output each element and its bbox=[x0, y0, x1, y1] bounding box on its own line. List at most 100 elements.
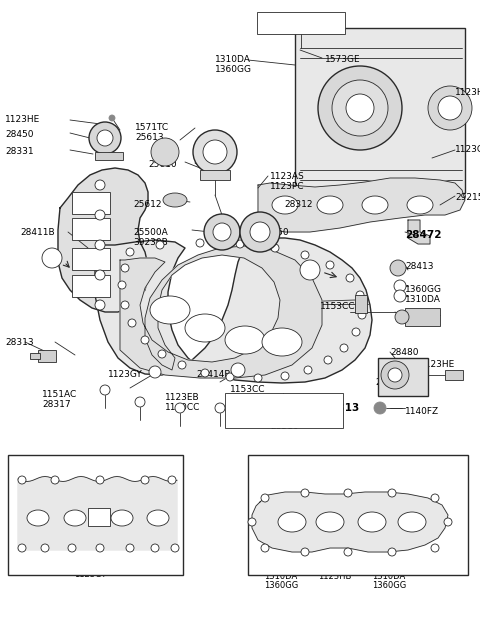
Bar bbox=[405, 308, 440, 326]
Text: 1360GG: 1360GG bbox=[372, 581, 406, 590]
Circle shape bbox=[215, 403, 225, 413]
Polygon shape bbox=[408, 220, 430, 244]
Bar bbox=[225, 393, 343, 428]
Ellipse shape bbox=[316, 512, 344, 532]
Circle shape bbox=[438, 96, 462, 120]
Circle shape bbox=[196, 239, 204, 247]
Circle shape bbox=[332, 80, 388, 136]
Bar bbox=[378, 358, 428, 396]
Bar bbox=[88, 508, 110, 526]
Circle shape bbox=[281, 372, 289, 380]
Text: 1153CC: 1153CC bbox=[320, 302, 356, 311]
Text: 94650: 94650 bbox=[260, 228, 288, 237]
Text: 1123HB: 1123HB bbox=[318, 572, 351, 581]
Circle shape bbox=[304, 366, 312, 374]
Text: 1123GY: 1123GY bbox=[74, 570, 106, 579]
Circle shape bbox=[18, 476, 26, 484]
Text: 1123GY: 1123GY bbox=[108, 370, 143, 379]
Ellipse shape bbox=[278, 512, 306, 532]
Text: 1360GG: 1360GG bbox=[264, 581, 298, 590]
Text: 28413: 28413 bbox=[405, 262, 433, 271]
Text: 39230B: 39230B bbox=[133, 238, 168, 247]
Circle shape bbox=[42, 248, 62, 268]
Ellipse shape bbox=[262, 328, 302, 356]
Circle shape bbox=[126, 248, 134, 256]
Circle shape bbox=[141, 336, 149, 344]
Circle shape bbox=[254, 374, 262, 382]
Circle shape bbox=[261, 544, 269, 552]
Circle shape bbox=[236, 240, 244, 248]
Text: 1571TC: 1571TC bbox=[135, 123, 169, 132]
Circle shape bbox=[95, 180, 105, 190]
Circle shape bbox=[324, 356, 332, 364]
Text: 25500A: 25500A bbox=[133, 228, 168, 237]
Text: 1310DA: 1310DA bbox=[22, 490, 55, 499]
Bar bbox=[355, 295, 367, 313]
Bar bbox=[295, 28, 465, 193]
Circle shape bbox=[388, 368, 402, 382]
Text: 29215: 29215 bbox=[455, 193, 480, 202]
Circle shape bbox=[388, 489, 396, 497]
Ellipse shape bbox=[64, 510, 86, 526]
Text: 1310DA: 1310DA bbox=[405, 295, 441, 304]
Circle shape bbox=[300, 260, 320, 280]
Polygon shape bbox=[252, 492, 448, 552]
Circle shape bbox=[301, 489, 309, 497]
Circle shape bbox=[226, 373, 234, 381]
Text: 1123HE: 1123HE bbox=[420, 360, 455, 369]
Text: 28312: 28312 bbox=[285, 403, 321, 413]
Polygon shape bbox=[95, 238, 372, 383]
Circle shape bbox=[97, 130, 113, 146]
Text: 1123AS: 1123AS bbox=[270, 172, 305, 181]
Ellipse shape bbox=[147, 510, 169, 526]
Circle shape bbox=[178, 361, 186, 369]
Text: 1123HE: 1123HE bbox=[5, 115, 40, 124]
Text: 1360GG: 1360GG bbox=[22, 499, 56, 508]
Circle shape bbox=[340, 344, 348, 352]
Bar bbox=[445, 370, 463, 380]
Circle shape bbox=[344, 489, 352, 497]
Ellipse shape bbox=[317, 196, 343, 214]
Circle shape bbox=[204, 214, 240, 250]
Ellipse shape bbox=[111, 510, 133, 526]
Circle shape bbox=[95, 210, 105, 220]
Ellipse shape bbox=[185, 314, 225, 342]
Text: 1310DA: 1310DA bbox=[215, 55, 251, 64]
Text: 28450: 28450 bbox=[5, 130, 34, 139]
Circle shape bbox=[374, 402, 386, 414]
Text: i: i bbox=[51, 253, 53, 263]
Circle shape bbox=[168, 476, 176, 484]
Text: 1360GG: 1360GG bbox=[145, 499, 179, 508]
Circle shape bbox=[213, 223, 231, 241]
Circle shape bbox=[346, 94, 374, 122]
Circle shape bbox=[135, 397, 145, 407]
Circle shape bbox=[156, 241, 164, 249]
Ellipse shape bbox=[407, 196, 433, 214]
Bar bbox=[72, 192, 110, 214]
Bar bbox=[38, 350, 56, 362]
Circle shape bbox=[318, 66, 402, 150]
Polygon shape bbox=[120, 246, 322, 378]
Text: 1151AC: 1151AC bbox=[230, 398, 265, 407]
Text: 28411B: 28411B bbox=[20, 228, 55, 237]
Text: 1310DA/1360GG: 1310DA/1360GG bbox=[45, 490, 115, 499]
Text: VIEW J: VIEW J bbox=[330, 467, 361, 477]
Circle shape bbox=[356, 291, 364, 299]
Circle shape bbox=[41, 544, 49, 552]
Circle shape bbox=[431, 494, 439, 502]
Bar bbox=[257, 12, 345, 34]
Ellipse shape bbox=[225, 326, 265, 354]
Circle shape bbox=[89, 122, 121, 154]
Circle shape bbox=[358, 311, 366, 319]
Circle shape bbox=[171, 544, 179, 552]
Bar bbox=[200, 170, 230, 180]
Circle shape bbox=[51, 476, 59, 484]
Text: 29210: 29210 bbox=[286, 18, 314, 27]
Text: 28480: 28480 bbox=[390, 348, 419, 357]
Text: 1573GE: 1573GE bbox=[325, 55, 360, 64]
Text: 28310: 28310 bbox=[270, 422, 299, 431]
Circle shape bbox=[109, 115, 115, 121]
Circle shape bbox=[390, 260, 406, 276]
Circle shape bbox=[95, 240, 105, 250]
Text: 28472: 28472 bbox=[405, 230, 442, 240]
